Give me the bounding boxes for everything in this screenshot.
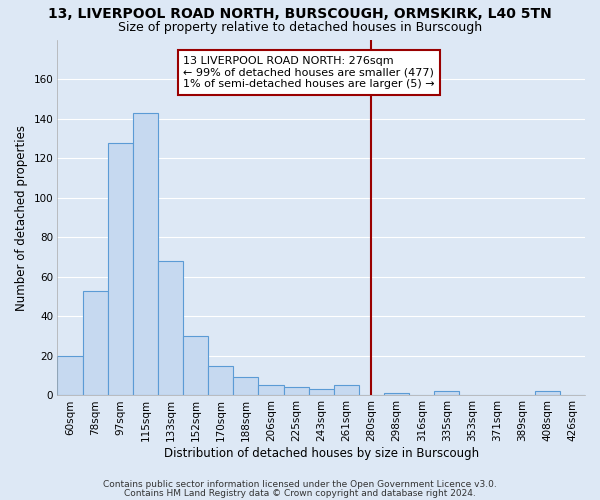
Bar [208,366,233,395]
Text: 13, LIVERPOOL ROAD NORTH, BURSCOUGH, ORMSKIRK, L40 5TN: 13, LIVERPOOL ROAD NORTH, BURSCOUGH, ORM… [48,8,552,22]
Bar [83,290,108,395]
Bar [58,356,83,395]
Text: 13 LIVERPOOL ROAD NORTH: 276sqm
← 99% of detached houses are smaller (477)
1% of: 13 LIVERPOOL ROAD NORTH: 276sqm ← 99% of… [183,56,434,89]
Bar [158,261,183,395]
Bar [334,386,359,395]
Text: Contains public sector information licensed under the Open Government Licence v3: Contains public sector information licen… [103,480,497,489]
Bar [233,378,259,395]
Bar [535,391,560,395]
X-axis label: Distribution of detached houses by size in Burscough: Distribution of detached houses by size … [164,447,479,460]
Bar [284,388,308,395]
Bar [434,391,460,395]
Text: Contains HM Land Registry data © Crown copyright and database right 2024.: Contains HM Land Registry data © Crown c… [124,488,476,498]
Bar [133,113,158,395]
Bar [308,389,334,395]
Y-axis label: Number of detached properties: Number of detached properties [15,124,28,310]
Bar [108,142,133,395]
Bar [259,386,284,395]
Bar [183,336,208,395]
Text: Size of property relative to detached houses in Burscough: Size of property relative to detached ho… [118,21,482,34]
Bar [384,393,409,395]
